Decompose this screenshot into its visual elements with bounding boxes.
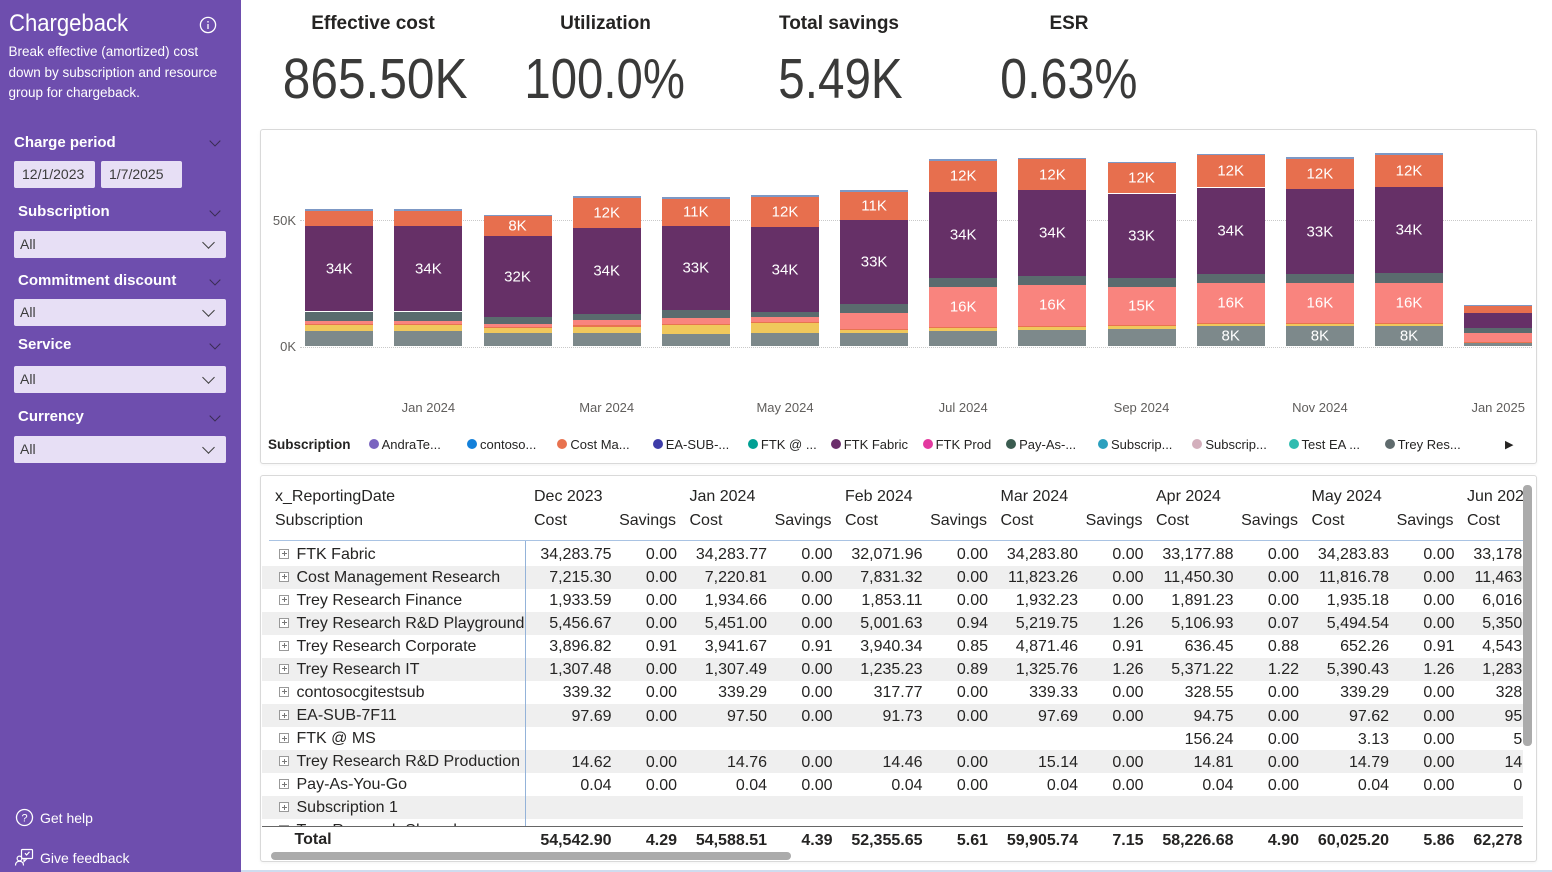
svg-text:?: ? [21, 812, 27, 824]
